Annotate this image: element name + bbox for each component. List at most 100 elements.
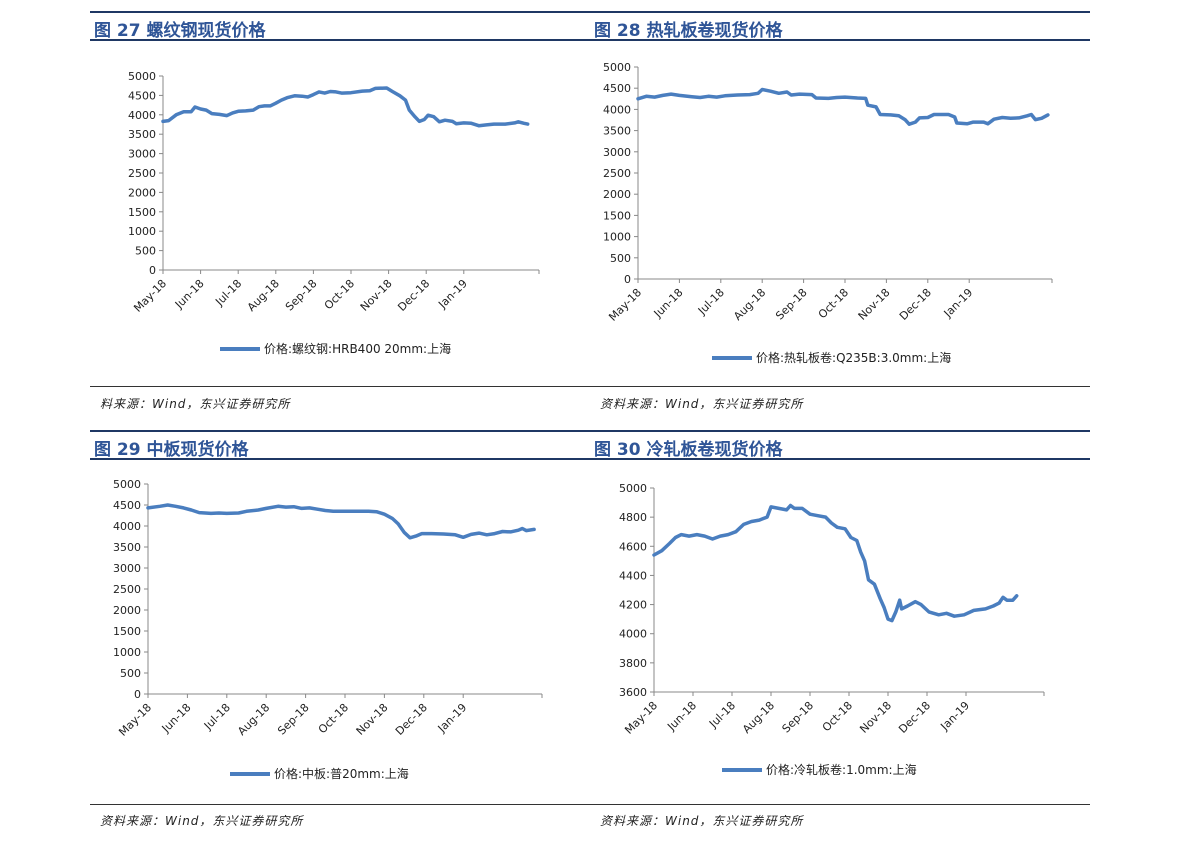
y-tick-label: 4000 — [128, 109, 156, 122]
y-tick-label: 500 — [135, 245, 156, 258]
y-tick-label: 3000 — [113, 562, 141, 575]
y-tick-label: 0 — [134, 688, 141, 701]
y-tick-label: 4200 — [619, 599, 647, 612]
x-tick-label: Aug-18 — [740, 699, 777, 736]
series-line — [636, 87, 1050, 126]
y-tick-label: 1000 — [128, 225, 156, 238]
y-tick-label: 3000 — [128, 148, 156, 161]
y-tick-label: 0 — [149, 264, 156, 277]
y-tick-label: 4600 — [619, 540, 647, 553]
x-tick-label: May-18 — [131, 277, 169, 315]
chart-title-bar: 图 28 热轧板卷现货价格 — [590, 11, 1090, 41]
x-tick-label: Oct-18 — [820, 699, 855, 734]
y-tick-label: 5000 — [128, 70, 156, 83]
y-tick-label: 4500 — [113, 499, 141, 512]
source-note: 资料来源：Wind，东兴证券研究所 — [100, 814, 304, 828]
source-divider — [90, 804, 590, 805]
chart-title: 图 27 螺纹钢现货价格 — [94, 21, 266, 41]
y-tick-label: 1000 — [603, 231, 631, 244]
y-tick-label: 2500 — [113, 583, 141, 596]
series-line — [146, 503, 536, 540]
y-tick-label: 0 — [624, 273, 631, 286]
y-tick-label: 5000 — [619, 482, 647, 495]
x-tick-label: Oct-18 — [816, 286, 851, 321]
chart-title: 图 30 冷轧板卷现货价格 — [594, 440, 783, 460]
series-line — [161, 86, 530, 128]
y-tick-label: 4400 — [619, 569, 647, 582]
x-tick-label: Aug-18 — [235, 701, 272, 738]
chart-title: 图 28 热轧板卷现货价格 — [594, 21, 783, 41]
x-tick-label: Jul-18 — [695, 286, 727, 318]
y-tick-label: 3600 — [619, 686, 647, 699]
x-tick-label: May-18 — [622, 699, 660, 737]
x-tick-label: Nov-18 — [354, 701, 391, 738]
y-tick-label: 3500 — [113, 541, 141, 554]
x-tick-label: Jun-18 — [159, 701, 194, 736]
y-tick-label: 2000 — [603, 188, 631, 201]
legend-label: 价格:冷轧板卷:1.0mm:上海 — [766, 762, 917, 777]
x-tick-label: Sep-18 — [780, 699, 817, 736]
chart-panel-medium-plate: 图 29 中板现货价格 0 500 1000 1500 2000 2500 3000 3500… — [90, 430, 590, 840]
chart-title-bar: 图 30 冷轧板卷现货价格 — [590, 430, 1090, 460]
x-tick-label: Sep-18 — [275, 701, 312, 738]
x-tick-label: Aug-18 — [731, 286, 768, 323]
chart-svg: 3600 3800 4000 4200 4400 4600 4800 5000 May-18 Ju… — [619, 482, 1045, 777]
chart-svg: 0 500 1000 1500 2000 2500 3000 3500 4000 4500 5000… — [603, 61, 1053, 365]
y-tick-label: 4800 — [619, 511, 647, 524]
y-tick-label: 2000 — [128, 186, 156, 199]
x-tick-label: Jan-19 — [941, 286, 976, 321]
x-tick-label: Dec-18 — [395, 277, 432, 314]
legend-label: 价格:热轧板卷:Q235B:3.0mm:上海 — [756, 350, 951, 365]
x-tick-label: Jan-19 — [938, 699, 973, 734]
source-note: 资料来源：Wind，东兴证券研究所 — [600, 397, 804, 411]
source-note: 料来源：Wind，东兴证券研究所 — [100, 397, 291, 411]
y-tick-label: 4500 — [603, 82, 631, 95]
source-divider — [90, 386, 590, 387]
x-tick-label: Aug-18 — [245, 277, 282, 314]
x-tick-label: Jan-19 — [435, 701, 470, 736]
x-tick-label: Jun-18 — [664, 699, 699, 734]
x-tick-label: May-18 — [606, 286, 644, 324]
x-tick-label: May-18 — [116, 701, 154, 739]
y-tick-label: 1500 — [603, 209, 631, 222]
y-tick-label: 3000 — [603, 146, 631, 159]
x-tick-label: Sep-18 — [773, 286, 810, 323]
source-note: 资料来源：Wind，东兴证券研究所 — [600, 814, 804, 828]
y-tick-label: 4000 — [619, 628, 647, 641]
x-tick-label: Nov-18 — [358, 277, 395, 314]
x-tick-label: Jul-18 — [212, 277, 244, 309]
chart-panel-hot-rolled: 图 28 热轧板卷现货价格 0 500 1000 1500 2000 2500 3000 35… — [590, 11, 1090, 421]
x-tick-label: Jan-19 — [435, 277, 470, 312]
y-tick-label: 3500 — [128, 128, 156, 141]
legend-label: 价格:螺纹钢:HRB400 20mm:上海 — [264, 341, 451, 356]
x-tick-label: Jun-18 — [651, 286, 686, 321]
y-tick-label: 3800 — [619, 657, 647, 670]
y-tick-label: 2000 — [113, 604, 141, 617]
x-tick-label: Nov-18 — [857, 699, 894, 736]
x-tick-label: Jul-18 — [201, 701, 233, 733]
y-tick-label: 3500 — [603, 125, 631, 138]
x-tick-label: Dec-18 — [896, 699, 933, 736]
y-tick-label: 500 — [610, 252, 631, 265]
chart-svg: 0 500 1000 1500 2000 2500 3000 3500 4000 4500 5000… — [113, 478, 543, 781]
y-tick-label: 4000 — [113, 520, 141, 533]
chart-svg: 0 500 1000 1500 2000 2500 3000 3500 4000 4500 5000… — [128, 70, 540, 356]
chart-title-bar: 图 27 螺纹钢现货价格 — [90, 11, 590, 41]
y-tick-label: 1000 — [113, 646, 141, 659]
y-tick-label: 2500 — [603, 167, 631, 180]
x-tick-label: Nov-18 — [856, 286, 893, 323]
x-tick-label: Jun-18 — [172, 277, 207, 312]
x-tick-label: Dec-18 — [897, 286, 934, 323]
source-divider — [590, 386, 1090, 387]
y-tick-label: 5000 — [113, 478, 141, 491]
y-tick-label: 2500 — [128, 167, 156, 180]
series-line — [652, 503, 1019, 623]
y-tick-label: 1500 — [128, 206, 156, 219]
source-divider — [590, 804, 1090, 805]
chart-title-bar: 图 29 中板现货价格 — [90, 430, 590, 460]
chart-panel-cold-rolled: 图 30 冷轧板卷现货价格 3600 3800 4000 4200 4400 4600 48… — [590, 430, 1090, 840]
x-tick-label: Oct-18 — [316, 701, 351, 736]
y-tick-label: 500 — [120, 667, 141, 680]
legend-label: 价格:中板:普20mm:上海 — [274, 766, 409, 781]
y-tick-label: 4000 — [603, 103, 631, 116]
